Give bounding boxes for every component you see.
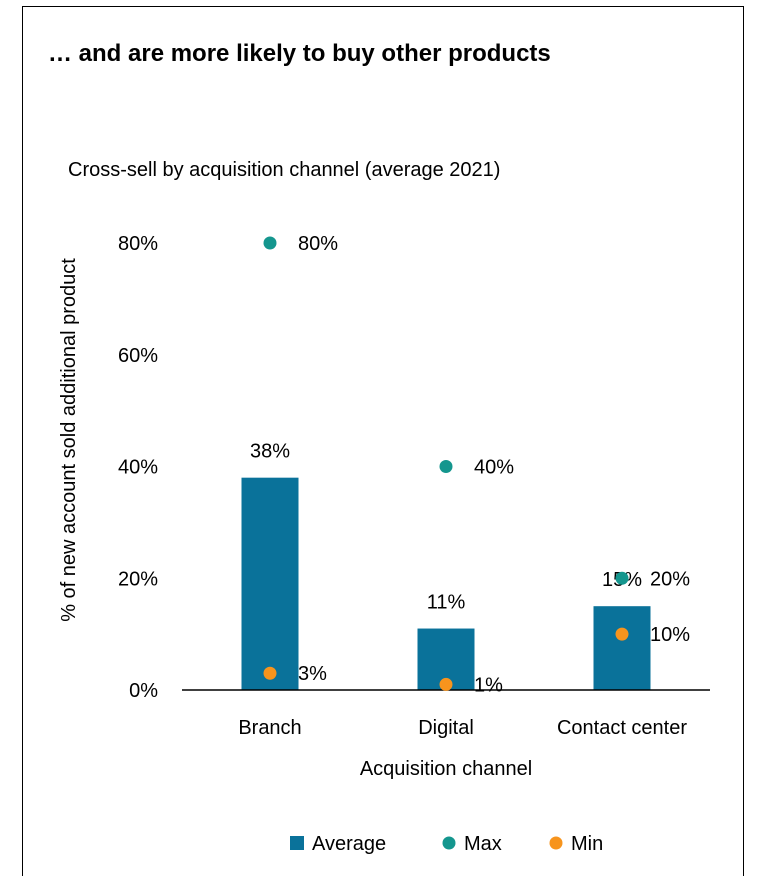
- point-max: [263, 236, 277, 250]
- y-axis-label: % of new account sold additional product: [58, 258, 80, 622]
- y-tick-label: 80%: [118, 233, 158, 255]
- bar-data-label: 11%: [427, 592, 466, 614]
- y-tick-label: 40%: [118, 457, 158, 479]
- bar-average: [593, 606, 651, 690]
- point-label-max: 20%: [650, 568, 690, 590]
- y-tick-label: 20%: [118, 568, 158, 590]
- bar-series-average: [241, 477, 651, 690]
- point-max: [439, 460, 453, 473]
- x-axis-ticks: Branch Digital Contact center: [238, 717, 687, 739]
- legend-swatch-average: [290, 836, 304, 850]
- chart-title: Cross-sell by acquisition channel (avera…: [68, 159, 501, 181]
- legend-label-average: Average: [312, 833, 386, 855]
- bar-data-label: 38%: [250, 441, 290, 463]
- legend-label-max: Max: [464, 833, 502, 855]
- point-min: [263, 666, 277, 680]
- x-tick-label: Branch: [238, 717, 301, 739]
- legend-swatch-min: [549, 836, 563, 850]
- slide-heading: … and are more likely to buy other produ…: [48, 40, 551, 67]
- bar-labels: 38%11%15%: [250, 441, 642, 614]
- x-tick-label: Contact center: [557, 717, 687, 739]
- point-min: [439, 677, 453, 691]
- x-tick-label: Digital: [418, 717, 474, 739]
- legend: Average Max Min: [290, 833, 603, 855]
- chart-frame: [22, 6, 744, 876]
- point-label-min: 1%: [474, 674, 503, 696]
- bar-average: [241, 477, 299, 690]
- legend-swatch-max: [442, 836, 456, 850]
- point-label-min: 10%: [650, 624, 690, 646]
- point-min: [615, 627, 629, 641]
- point-label-max: 80%: [298, 233, 338, 255]
- point-label-min: 3%: [298, 663, 327, 685]
- legend-label-min: Min: [571, 833, 603, 855]
- y-tick-label: 60%: [118, 345, 158, 367]
- point-max: [615, 571, 629, 585]
- x-axis-label: Acquisition channel: [360, 758, 532, 780]
- y-tick-label: 0%: [129, 680, 158, 702]
- point-series: 80% 40% 20% 3% 1% 10%: [263, 233, 690, 696]
- point-label-max: 40%: [474, 457, 514, 479]
- y-axis-ticks: 0% 20% 40% 60% 80%: [118, 233, 158, 702]
